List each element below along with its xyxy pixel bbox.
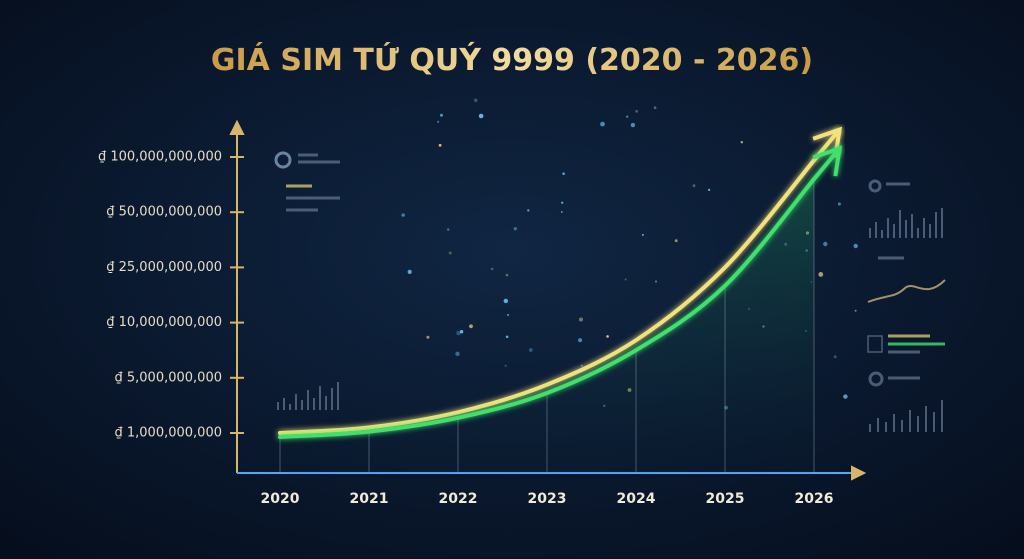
star <box>507 313 510 317</box>
star <box>426 335 430 339</box>
star <box>843 394 848 399</box>
star <box>505 335 509 339</box>
arrow-head <box>812 145 843 177</box>
star <box>469 324 473 329</box>
star <box>580 364 584 367</box>
star <box>635 109 638 113</box>
star <box>490 267 494 271</box>
x-tick-label: 2021 <box>350 491 389 507</box>
star <box>854 309 857 312</box>
star <box>823 241 828 247</box>
x-tick-label: 2023 <box>528 491 567 507</box>
x-tick-label: 2020 <box>261 491 300 507</box>
star <box>833 355 837 359</box>
star <box>562 172 565 175</box>
star <box>837 202 841 206</box>
star <box>653 106 657 109</box>
star <box>455 351 460 356</box>
x-tick-label: 2026 <box>795 491 834 507</box>
star <box>624 278 627 281</box>
y-axis-arrow <box>229 119 245 135</box>
plot: ₫ 1,000,000,000 ₫ 5,000,000,000 ₫ 10,000,0… <box>98 126 843 507</box>
star <box>503 298 508 304</box>
star <box>853 243 858 249</box>
star <box>504 364 507 367</box>
star <box>818 272 824 277</box>
x-tick-label: 2022 <box>439 491 478 507</box>
star <box>438 143 442 147</box>
y-tick-label: ₫ 5,000,000,000 <box>114 370 222 385</box>
star <box>456 330 461 336</box>
star <box>437 120 440 123</box>
star <box>447 228 450 231</box>
y-tick-label: ₫ 50,000,000,000 <box>106 205 222 220</box>
star <box>606 335 609 338</box>
star <box>401 213 405 217</box>
star <box>674 239 678 243</box>
star <box>505 273 509 277</box>
chart-title: GIÁ SIM TỨ QUÝ 9999 (2020 - 2026) <box>211 41 813 78</box>
star <box>528 348 533 352</box>
star <box>708 188 711 191</box>
star <box>692 184 696 188</box>
star <box>560 211 563 213</box>
x-axis-arrow <box>851 465 867 481</box>
star <box>459 330 464 334</box>
star <box>478 113 484 119</box>
x-tick-label: 2025 <box>706 491 745 507</box>
star <box>600 121 605 127</box>
star <box>626 115 629 118</box>
star <box>630 122 636 128</box>
y-tick-label: ₫ 25,000,000,000 <box>106 260 222 275</box>
stars <box>401 98 858 410</box>
y-tick-label: ₫ 10,000,000,000 <box>106 315 222 330</box>
star <box>407 269 412 274</box>
y-tick-label: ₫ 1,000,000,000 <box>114 426 222 441</box>
star <box>473 98 478 103</box>
arrow-shaft <box>812 147 842 181</box>
series-line <box>278 177 816 439</box>
star <box>578 338 583 343</box>
x-tick-label: 2024 <box>617 491 656 507</box>
star <box>513 227 517 231</box>
y-tick-label: ₫ 100,000,000,000 <box>98 150 222 165</box>
star <box>561 201 564 204</box>
side-widgets <box>274 151 946 432</box>
star <box>448 251 452 255</box>
star <box>440 113 443 117</box>
star <box>579 317 583 322</box>
star <box>527 209 530 212</box>
star <box>740 141 743 144</box>
star <box>655 280 657 283</box>
star <box>641 233 644 236</box>
series-line <box>278 158 816 435</box>
area-fill <box>280 179 814 473</box>
